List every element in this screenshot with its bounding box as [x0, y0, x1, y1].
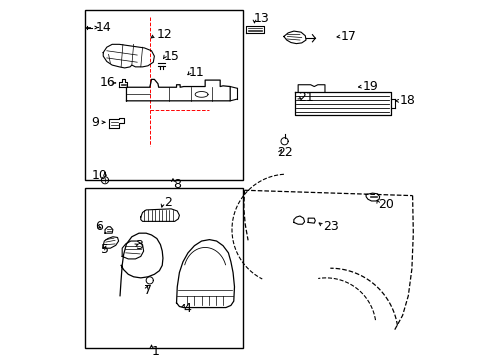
Text: 19: 19 [362, 80, 378, 93]
Text: 14: 14 [96, 21, 112, 34]
Text: 23: 23 [323, 220, 338, 233]
Text: 8: 8 [173, 179, 181, 192]
Text: 1: 1 [151, 345, 159, 358]
Text: 20: 20 [378, 198, 394, 211]
Text: 15: 15 [163, 50, 180, 63]
Text: 5: 5 [101, 243, 109, 256]
Text: 9: 9 [91, 116, 99, 129]
Text: 18: 18 [399, 94, 415, 107]
Text: 6: 6 [95, 220, 102, 233]
Text: 7: 7 [144, 284, 152, 297]
Text: 17: 17 [340, 30, 356, 43]
Text: 12: 12 [157, 28, 172, 41]
Text: 13: 13 [253, 12, 268, 25]
Text: 16: 16 [100, 76, 115, 89]
Text: 11: 11 [189, 66, 204, 79]
Bar [85, 189, 242, 348]
Text: 21: 21 [298, 91, 313, 104]
Text: 10: 10 [91, 170, 107, 183]
Text: 4: 4 [183, 302, 191, 315]
Text: 2: 2 [163, 196, 172, 209]
Text: 22: 22 [276, 146, 292, 159]
Bar [85, 10, 242, 180]
Text: 3: 3 [135, 239, 143, 252]
